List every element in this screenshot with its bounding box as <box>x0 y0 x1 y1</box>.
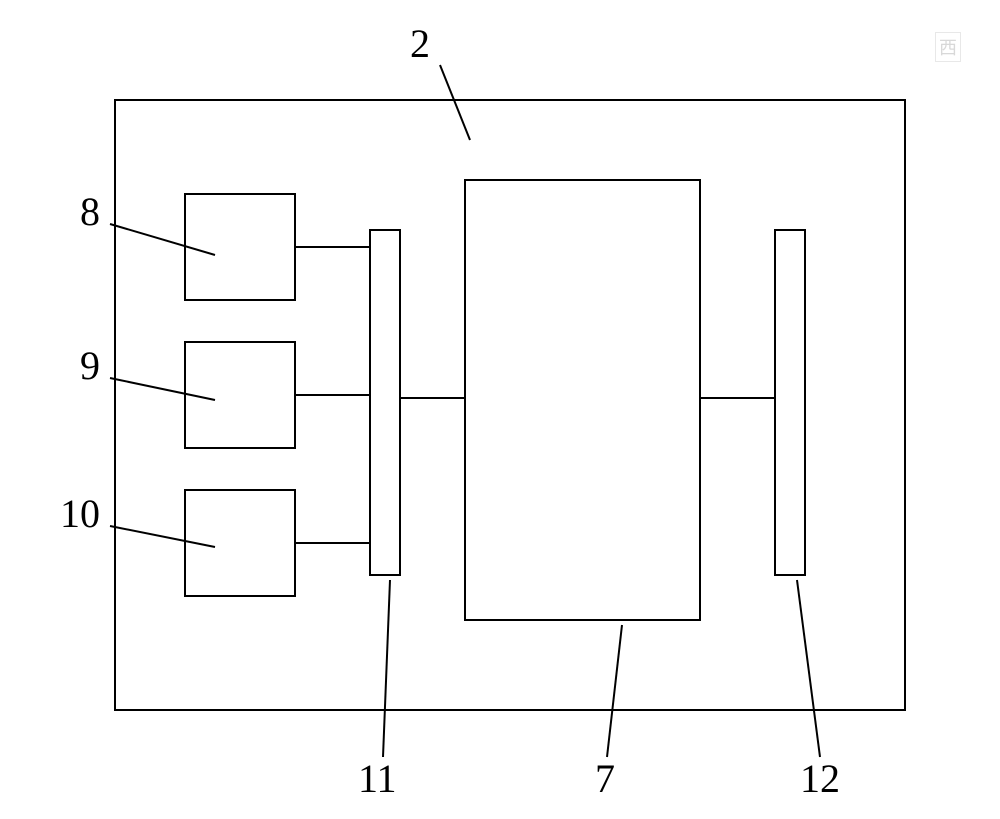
leader-9 <box>110 378 215 400</box>
leader-2 <box>440 65 470 140</box>
label-7: 7 <box>595 755 615 802</box>
outer-box <box>115 100 905 710</box>
watermark: 西 <box>935 32 961 62</box>
block-12 <box>775 230 805 575</box>
block-10 <box>185 490 295 596</box>
leader-7 <box>607 625 622 757</box>
leader-10 <box>110 526 215 547</box>
leader-8 <box>110 224 215 255</box>
label-11: 11 <box>358 755 397 802</box>
label-9: 9 <box>80 342 100 389</box>
label-12: 12 <box>800 755 840 802</box>
block-11 <box>370 230 400 575</box>
leader-12 <box>797 580 820 757</box>
label-2: 2 <box>410 20 430 67</box>
label-8: 8 <box>80 188 100 235</box>
block-8 <box>185 194 295 300</box>
leader-11 <box>383 580 390 757</box>
block-9 <box>185 342 295 448</box>
label-10: 10 <box>60 490 100 537</box>
block-7 <box>465 180 700 620</box>
